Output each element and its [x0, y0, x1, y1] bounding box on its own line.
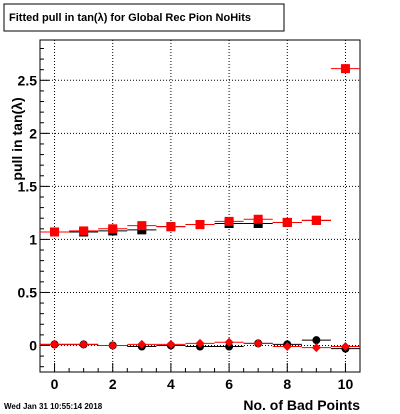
- y-tick-label: 2.5: [18, 72, 38, 88]
- data-point: [79, 226, 89, 236]
- data-point: [137, 221, 147, 231]
- data-point: [79, 339, 89, 349]
- chart-title: Fitted pull in tan(λ) for Global Rec Pio…: [9, 12, 251, 24]
- y-tick-labels: 0 0.5 1 1.5 2 2.5: [18, 72, 38, 353]
- series-diamond-ff0000: [40, 337, 360, 353]
- data-point: [312, 336, 321, 345]
- axis-ticks: [39, 47, 361, 372]
- y-tick-label: 1: [29, 231, 37, 247]
- y-tick-label: 0: [29, 337, 37, 353]
- y-axis-title: pull in tan(λ): [9, 97, 25, 180]
- x-tick-label: 0: [51, 376, 59, 392]
- data-point: [195, 338, 205, 348]
- x-tick-label: 10: [338, 376, 354, 392]
- title-box: [3, 3, 285, 32]
- data-point: [137, 339, 147, 349]
- series-square-ff0000: [40, 64, 360, 237]
- x-axis-title: No. of Bad Points: [243, 397, 360, 413]
- x-tick-label: 2: [109, 376, 117, 392]
- data-point: [282, 217, 292, 227]
- data-point: [253, 214, 263, 224]
- data-point: [166, 339, 176, 349]
- data-point: [224, 216, 234, 226]
- y-tick-label: 1.5: [18, 178, 38, 194]
- data-point: [224, 337, 234, 347]
- x-tick-label: 6: [225, 376, 233, 392]
- data-point: [50, 339, 60, 349]
- data-point: [108, 340, 118, 350]
- x-tick-label: 8: [283, 376, 291, 392]
- data-point: [108, 224, 118, 234]
- data-point: [311, 215, 321, 225]
- data-point: [282, 342, 292, 352]
- data-point: [340, 64, 350, 74]
- data-point: [195, 220, 205, 230]
- y-tick-label: 2: [29, 125, 37, 141]
- data-point: [311, 343, 321, 353]
- data-point: [253, 338, 263, 348]
- x-tick-label: 4: [167, 376, 175, 392]
- data-point: [50, 227, 60, 237]
- x-tick-labels: 0 2 4 6 8 10: [51, 376, 354, 392]
- data-point: [340, 342, 350, 352]
- data-series: [40, 64, 360, 353]
- plot-frame: [39, 39, 361, 373]
- y-tick-label: 0.5: [18, 284, 38, 300]
- title-box-group: Fitted pull in tan(λ) for Global Rec Pio…: [3, 3, 285, 32]
- data-point: [166, 222, 176, 232]
- timestamp: Wed Jan 31 10:55:14 2018: [4, 402, 103, 411]
